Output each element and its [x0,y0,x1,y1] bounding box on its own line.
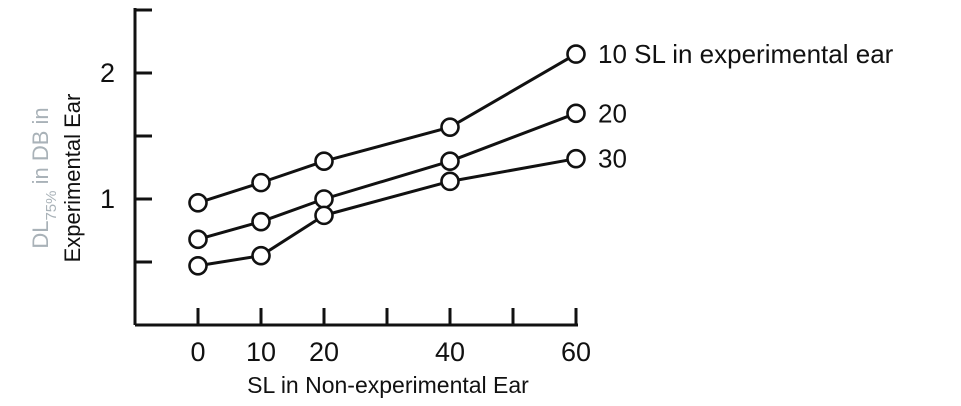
x-axis-title: SL in Non-experimental Ear [247,372,529,398]
data-point [251,172,271,193]
data-point [314,205,334,226]
x-tick-label: 20 [309,337,339,367]
data-point [566,44,586,64]
data-point [314,151,334,171]
x-tick-label: 60 [561,337,591,367]
data-point [440,117,460,137]
data-point [251,211,271,232]
x-tick-label: 0 [190,337,205,367]
chart-axes [133,8,578,327]
data-point [314,189,334,209]
series-labels: 10 SL in experimental ear 20 30 [598,39,894,174]
x-tick-label: 10 [246,337,276,367]
data-point [251,245,271,266]
y-tick-label: 1 [100,184,115,214]
data-point [188,229,208,250]
series-label: 10 SL in experimental ear [598,39,894,69]
series-points [188,44,586,276]
data-point [440,171,460,192]
y-tick-label: 2 [100,58,115,88]
svg-text:DL75% in DB in: DL75% in DB in [28,107,60,248]
y-axis-title-line2: Experimental Ear [60,94,85,263]
y-axis-title: DL75% in DB in Experimental Ear [28,94,85,263]
y-axis-title-rest: in DB in [28,107,53,190]
data-point [188,255,208,276]
y-axis-title-subscript: 75% [43,191,60,221]
y-axis-title-main: DL [28,221,53,249]
data-point [440,151,460,171]
series-label: 30 [598,144,627,174]
data-point [566,148,586,169]
data-point [188,192,208,213]
series-label: 20 [598,98,627,128]
axis-ticks [135,8,578,325]
series-lines [197,52,577,268]
data-point [566,103,586,124]
axis-tick-labels: 120 10 20 40 60 [100,58,591,367]
x-tick-label: 40 [435,337,465,367]
